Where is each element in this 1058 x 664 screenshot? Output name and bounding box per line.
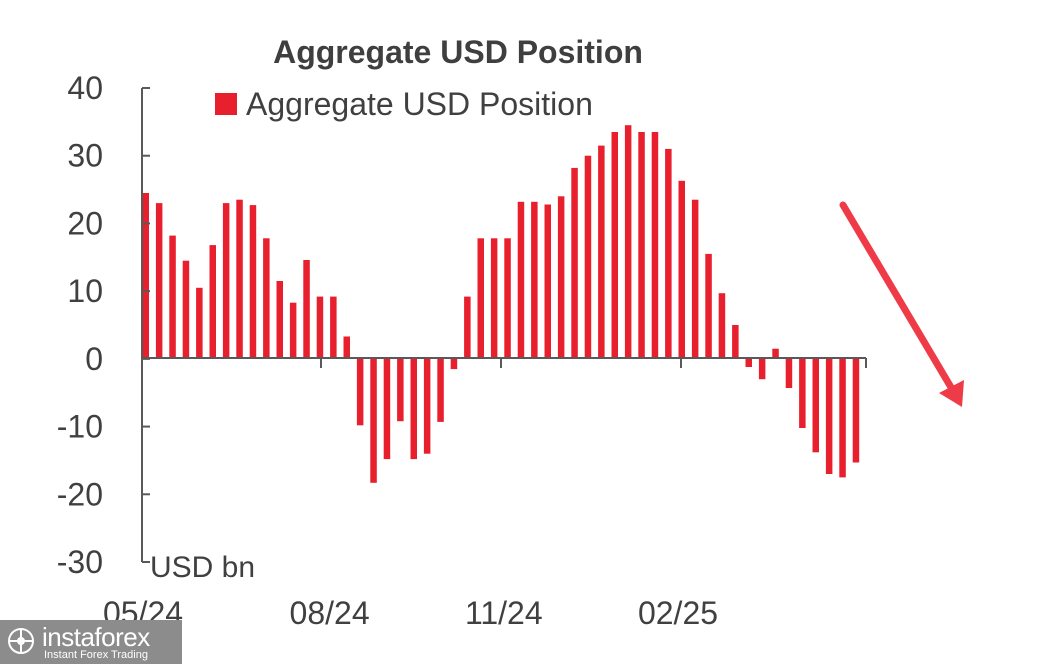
- bar: [236, 199, 243, 359]
- bar-series: [142, 125, 860, 483]
- bar: [504, 238, 511, 359]
- bar: [799, 358, 806, 428]
- bar: [423, 358, 431, 454]
- bar: [356, 358, 364, 426]
- bar: [638, 132, 645, 359]
- bar: [785, 358, 793, 388]
- bar: [276, 281, 283, 359]
- y-tick-label: 10: [67, 273, 103, 309]
- bar: [383, 358, 391, 460]
- bar: [249, 205, 257, 359]
- x-axis-tick-marks: [141, 358, 867, 368]
- bar: [410, 358, 417, 460]
- watermark-name: instaforex: [42, 622, 150, 652]
- bar: [209, 245, 216, 359]
- x-axis-tick-labels: 05/24 08/24 11/24 02/25: [103, 595, 718, 631]
- bar: [544, 204, 551, 359]
- bar: [718, 293, 726, 359]
- bar: [852, 358, 860, 463]
- bar: [330, 296, 337, 359]
- legend-swatch: [215, 93, 237, 115]
- bar: [691, 199, 699, 359]
- y-tick-label: 20: [67, 205, 103, 241]
- bar: [343, 336, 350, 359]
- bar: [477, 238, 484, 359]
- bar: [812, 358, 819, 453]
- bar: [839, 358, 846, 478]
- instaforex-logo-icon: [8, 628, 34, 654]
- y-unit-label: USD bn: [150, 551, 255, 584]
- bar: [464, 296, 471, 359]
- chart-title: Aggregate USD Position: [273, 34, 643, 70]
- x-tick-label: 08/24: [290, 595, 370, 631]
- bar: [665, 148, 672, 359]
- y-tick-label: 30: [67, 138, 103, 174]
- y-tick-label: -30: [57, 544, 103, 580]
- bar: [705, 253, 712, 359]
- bar: [196, 287, 203, 359]
- bar: [825, 358, 833, 474]
- bar: [222, 203, 230, 359]
- bar: [517, 201, 525, 359]
- bar: [263, 238, 270, 359]
- trend-arrow-shaft: [839, 201, 956, 393]
- bar: [289, 302, 297, 359]
- bar: [370, 358, 377, 483]
- legend: Aggregate USD Position: [215, 86, 593, 122]
- x-tick-label: 11/24: [465, 595, 543, 631]
- y-tick-label: 40: [67, 70, 103, 106]
- instaforex-watermark: instaforex Instant Forex Trading: [0, 620, 182, 664]
- bar: [678, 180, 685, 359]
- bar: [571, 167, 578, 359]
- y-tick-label: -20: [57, 476, 103, 512]
- bar: [584, 155, 592, 359]
- bar: [531, 201, 538, 359]
- bar: [758, 358, 766, 380]
- y-axis-tick-labels: 40 30 20 10 0 -10 -20 -30: [57, 70, 103, 580]
- bar: [772, 348, 779, 359]
- y-tick-label: -10: [57, 409, 103, 445]
- watermark-subtitle: Instant Forex Trading: [44, 649, 148, 661]
- trend-arrow-head: [939, 380, 964, 407]
- bar: [142, 193, 149, 359]
- bar: [397, 358, 404, 422]
- bar: [490, 238, 498, 359]
- bar: [598, 145, 605, 359]
- bar: [557, 196, 565, 359]
- bar: [303, 260, 310, 359]
- legend-label: Aggregate USD Position: [246, 86, 593, 122]
- y-tick-label: 0: [85, 341, 103, 377]
- bar: [437, 358, 444, 422]
- bar: [182, 260, 190, 359]
- trend-arrow: [839, 201, 964, 407]
- bar: [155, 203, 163, 359]
- bar: [745, 358, 752, 367]
- bar: [169, 235, 176, 359]
- bar: [651, 132, 659, 359]
- x-tick-label: 02/25: [638, 595, 718, 631]
- bar: [316, 296, 324, 359]
- bar: [611, 132, 618, 359]
- bar: [450, 358, 458, 370]
- bar: [732, 325, 739, 359]
- bar: [624, 125, 632, 359]
